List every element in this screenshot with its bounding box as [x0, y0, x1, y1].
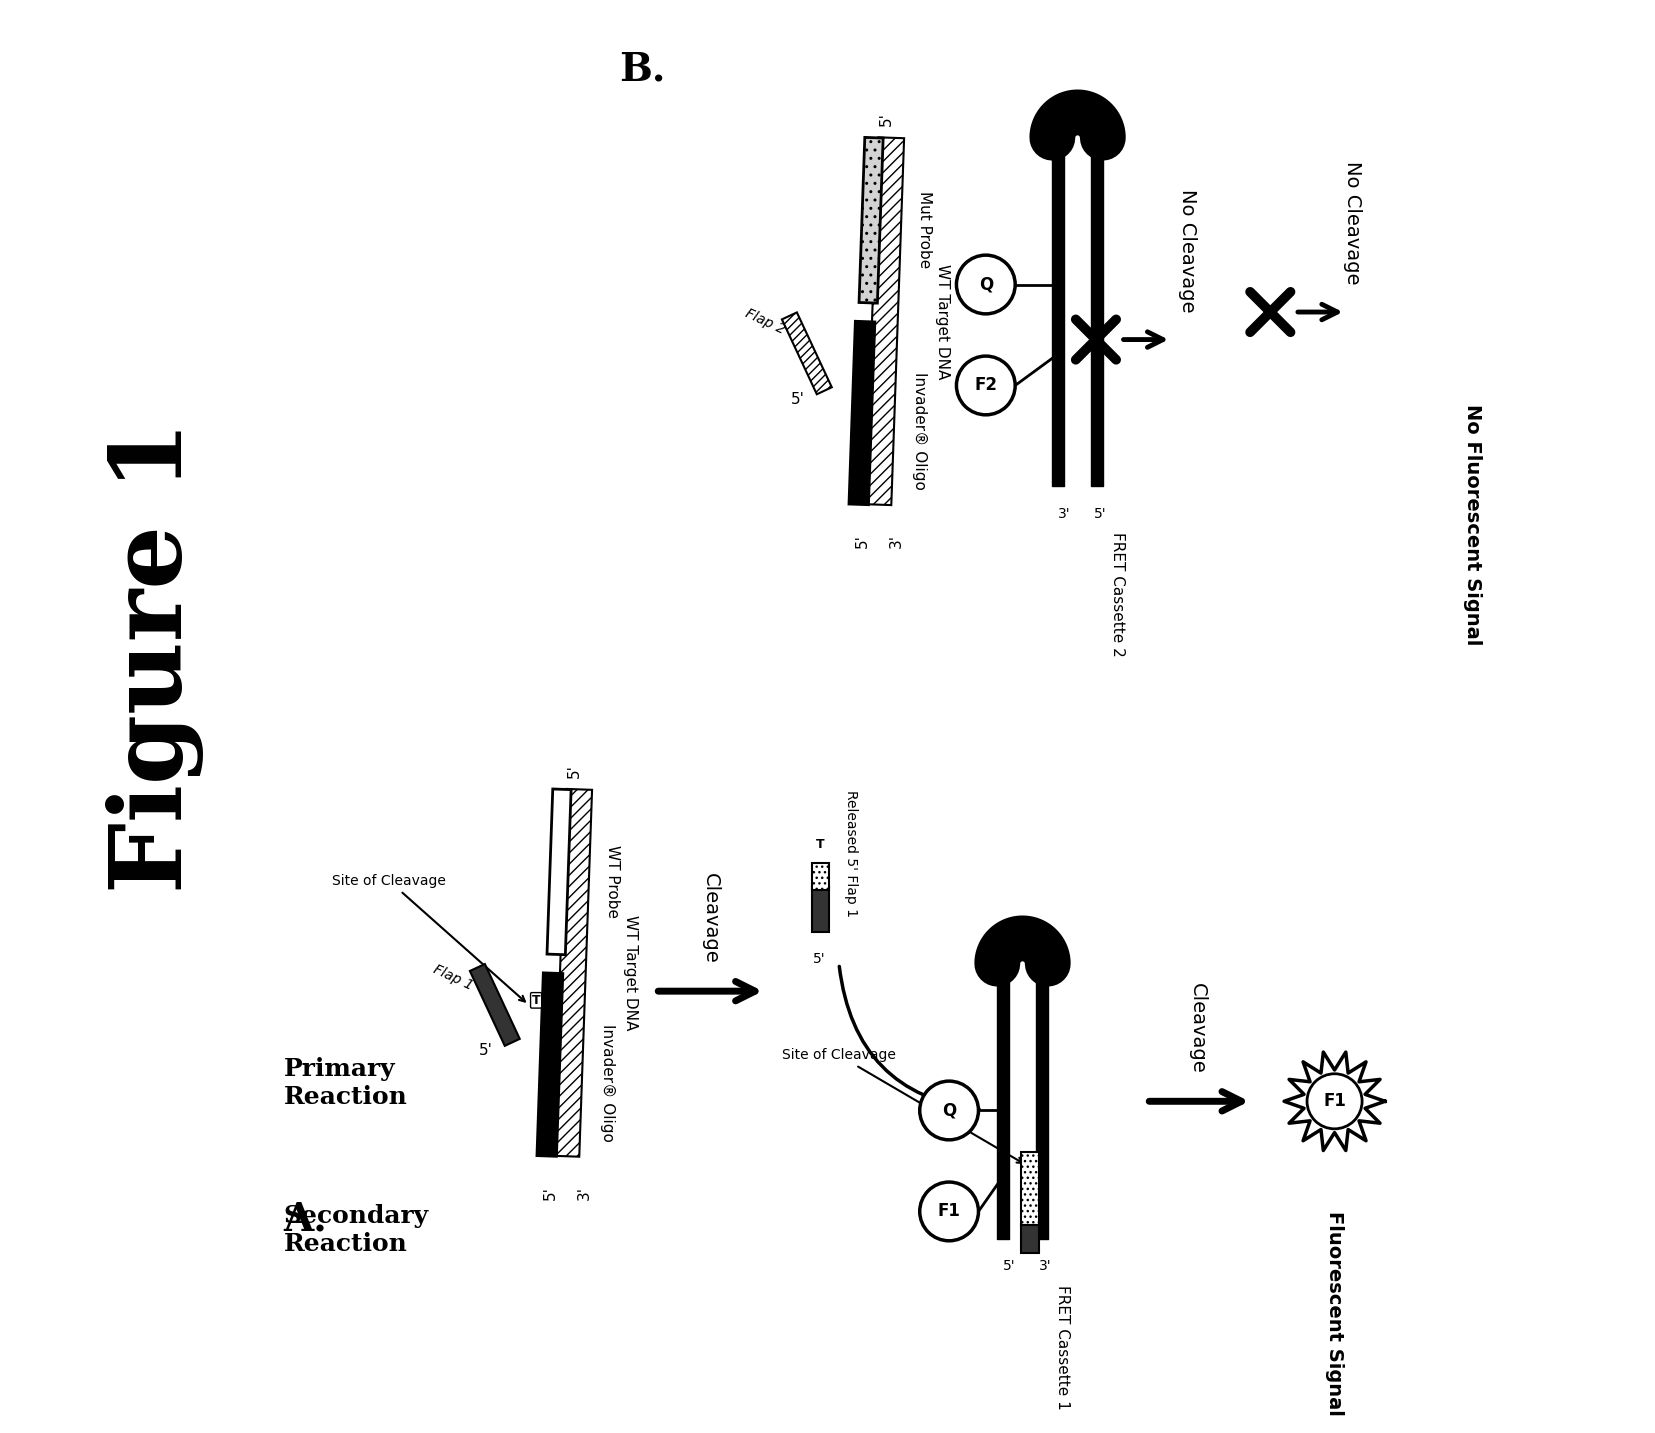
- Text: Q: Q: [978, 275, 993, 294]
- Text: No Fluorescent Signal: No Fluorescent Signal: [1463, 404, 1481, 645]
- Text: 5': 5': [791, 391, 804, 407]
- Text: Invader® Oligo: Invader® Oligo: [601, 1025, 616, 1142]
- Polygon shape: [1284, 1052, 1385, 1151]
- Text: 3': 3': [889, 535, 904, 549]
- Text: B.: B.: [619, 50, 665, 89]
- Bar: [536, 973, 563, 1156]
- Text: Flap 1: Flap 1: [432, 962, 475, 993]
- Text: Cleavage: Cleavage: [1187, 983, 1206, 1073]
- Text: Released 5' Flap 1: Released 5' Flap 1: [844, 790, 857, 917]
- Text: T: T: [816, 838, 824, 851]
- Bar: [813, 863, 829, 890]
- Circle shape: [920, 1182, 978, 1241]
- Text: 3': 3': [1058, 507, 1071, 522]
- Text: FRET Cassette 1: FRET Cassette 1: [1054, 1285, 1069, 1410]
- Text: Secondary
Reaction: Secondary Reaction: [283, 1204, 429, 1255]
- Text: F1: F1: [1322, 1092, 1346, 1111]
- Bar: [813, 886, 829, 931]
- Text: Primary
Reaction: Primary Reaction: [283, 1058, 407, 1109]
- Circle shape: [957, 355, 1015, 414]
- Text: FRET Cassette 2: FRET Cassette 2: [1111, 532, 1125, 658]
- Bar: [553, 790, 592, 1156]
- Text: 5': 5': [879, 112, 894, 126]
- Circle shape: [920, 1080, 978, 1139]
- Text: Figure 1: Figure 1: [106, 421, 204, 893]
- Bar: [859, 138, 884, 304]
- Text: Site of Cleavage: Site of Cleavage: [333, 874, 525, 1002]
- Text: F1: F1: [938, 1202, 960, 1221]
- Text: T: T: [531, 995, 541, 1007]
- Text: 5': 5': [854, 535, 869, 549]
- Bar: [1021, 1152, 1039, 1225]
- Text: A.: A.: [283, 1201, 328, 1240]
- Text: 5': 5': [478, 1043, 493, 1059]
- Text: T: T: [1039, 1168, 1048, 1181]
- Bar: [548, 790, 571, 954]
- Text: No Cleavage: No Cleavage: [1178, 189, 1197, 312]
- Bar: [866, 138, 904, 504]
- Text: 3': 3': [578, 1187, 592, 1199]
- Text: Flap 2: Flap 2: [743, 305, 788, 337]
- Text: Mut Probe: Mut Probe: [917, 191, 932, 268]
- Text: Site of Cleavage: Site of Cleavage: [783, 1049, 1023, 1164]
- Text: Invader® Oligo: Invader® Oligo: [912, 373, 927, 490]
- Text: Cleavage: Cleavage: [702, 873, 720, 963]
- Text: F2: F2: [975, 377, 998, 394]
- Text: 5': 5': [568, 764, 583, 778]
- Text: WT Target DNA: WT Target DNA: [624, 916, 639, 1030]
- Text: No Cleavage: No Cleavage: [1344, 160, 1362, 285]
- Text: 5': 5': [1094, 507, 1107, 522]
- Text: Q: Q: [942, 1102, 957, 1119]
- Text: 5': 5': [1003, 1260, 1015, 1274]
- Bar: [781, 312, 832, 394]
- Text: WT Target DNA: WT Target DNA: [935, 264, 950, 378]
- Bar: [1021, 1225, 1039, 1252]
- Text: Fluorescent Signal: Fluorescent Signal: [1326, 1211, 1344, 1416]
- Circle shape: [957, 255, 1015, 314]
- Text: 3': 3': [1039, 1260, 1053, 1274]
- Bar: [849, 321, 875, 504]
- Bar: [470, 964, 520, 1046]
- Text: 5': 5': [813, 952, 826, 966]
- Text: 5': 5': [543, 1187, 558, 1199]
- Circle shape: [1307, 1073, 1362, 1129]
- Text: WT Probe: WT Probe: [606, 844, 621, 917]
